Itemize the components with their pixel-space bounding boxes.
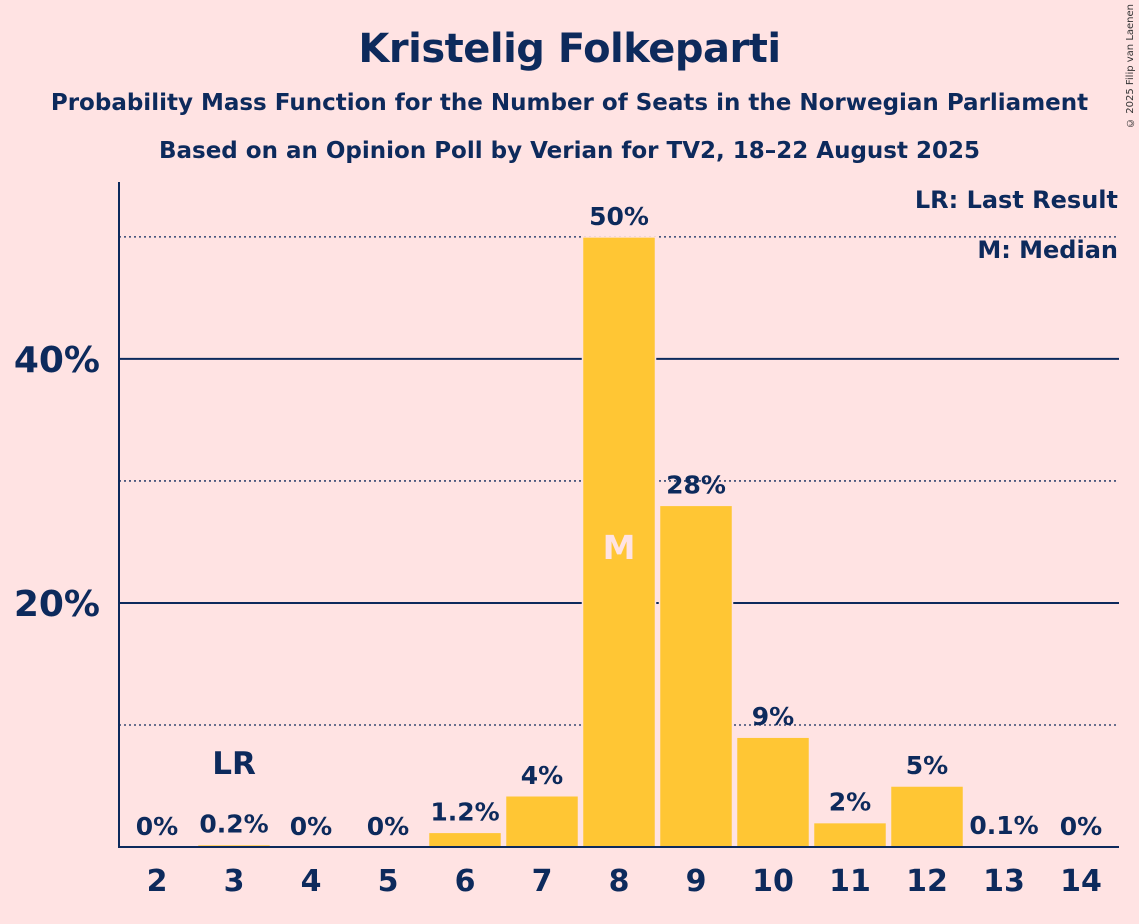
bar-7	[504, 795, 580, 848]
data-label: 5%	[906, 751, 948, 780]
last-result-marker: LR	[212, 746, 256, 782]
x-tick-label: 9	[686, 864, 707, 899]
data-label: 28%	[666, 470, 726, 499]
x-tick-label: 13	[983, 864, 1025, 899]
data-label: 0.1%	[969, 811, 1038, 840]
data-label: 1.2%	[430, 797, 499, 826]
chart-title: Kristelig Folkeparti	[358, 26, 781, 72]
x-tick-label: 14	[1060, 864, 1102, 899]
data-label: 4%	[521, 761, 563, 790]
bar-9	[658, 504, 734, 848]
legend-median: M: Median	[977, 236, 1118, 264]
data-label: 0%	[1060, 812, 1102, 841]
x-tick-label: 11	[829, 864, 871, 899]
y-tick-label: 20%	[14, 584, 100, 625]
x-tick-label: 10	[752, 864, 794, 899]
x-tick-label: 6	[455, 864, 476, 899]
x-tick-label: 12	[906, 864, 948, 899]
x-tick-label: 4	[301, 864, 322, 899]
bar-12	[889, 785, 965, 848]
median-marker: M	[603, 528, 636, 567]
x-tick-label: 5	[378, 864, 399, 899]
data-label: 0.2%	[199, 810, 268, 839]
bar-11	[812, 821, 888, 848]
y-tick-label: 40%	[14, 340, 100, 381]
data-label: 50%	[589, 202, 649, 231]
data-label: 0%	[136, 812, 178, 841]
data-label: 9%	[752, 702, 794, 731]
bar-6	[427, 831, 503, 848]
chart-subtitle: Probability Mass Function for the Number…	[50, 90, 1089, 116]
data-label: 2%	[829, 788, 871, 817]
legend-last-result: LR: Last Result	[914, 186, 1118, 214]
x-tick-label: 8	[609, 864, 630, 899]
bar-8	[581, 236, 657, 848]
x-tick-label: 2	[147, 864, 168, 899]
bar-10	[735, 736, 811, 848]
data-label: 0%	[367, 812, 409, 841]
data-label: 0%	[290, 812, 332, 841]
chart-source: Based on an Opinion Poll by Verian for T…	[158, 138, 981, 164]
x-tick-label: 7	[532, 864, 553, 899]
x-tick-label: 3	[224, 864, 245, 899]
